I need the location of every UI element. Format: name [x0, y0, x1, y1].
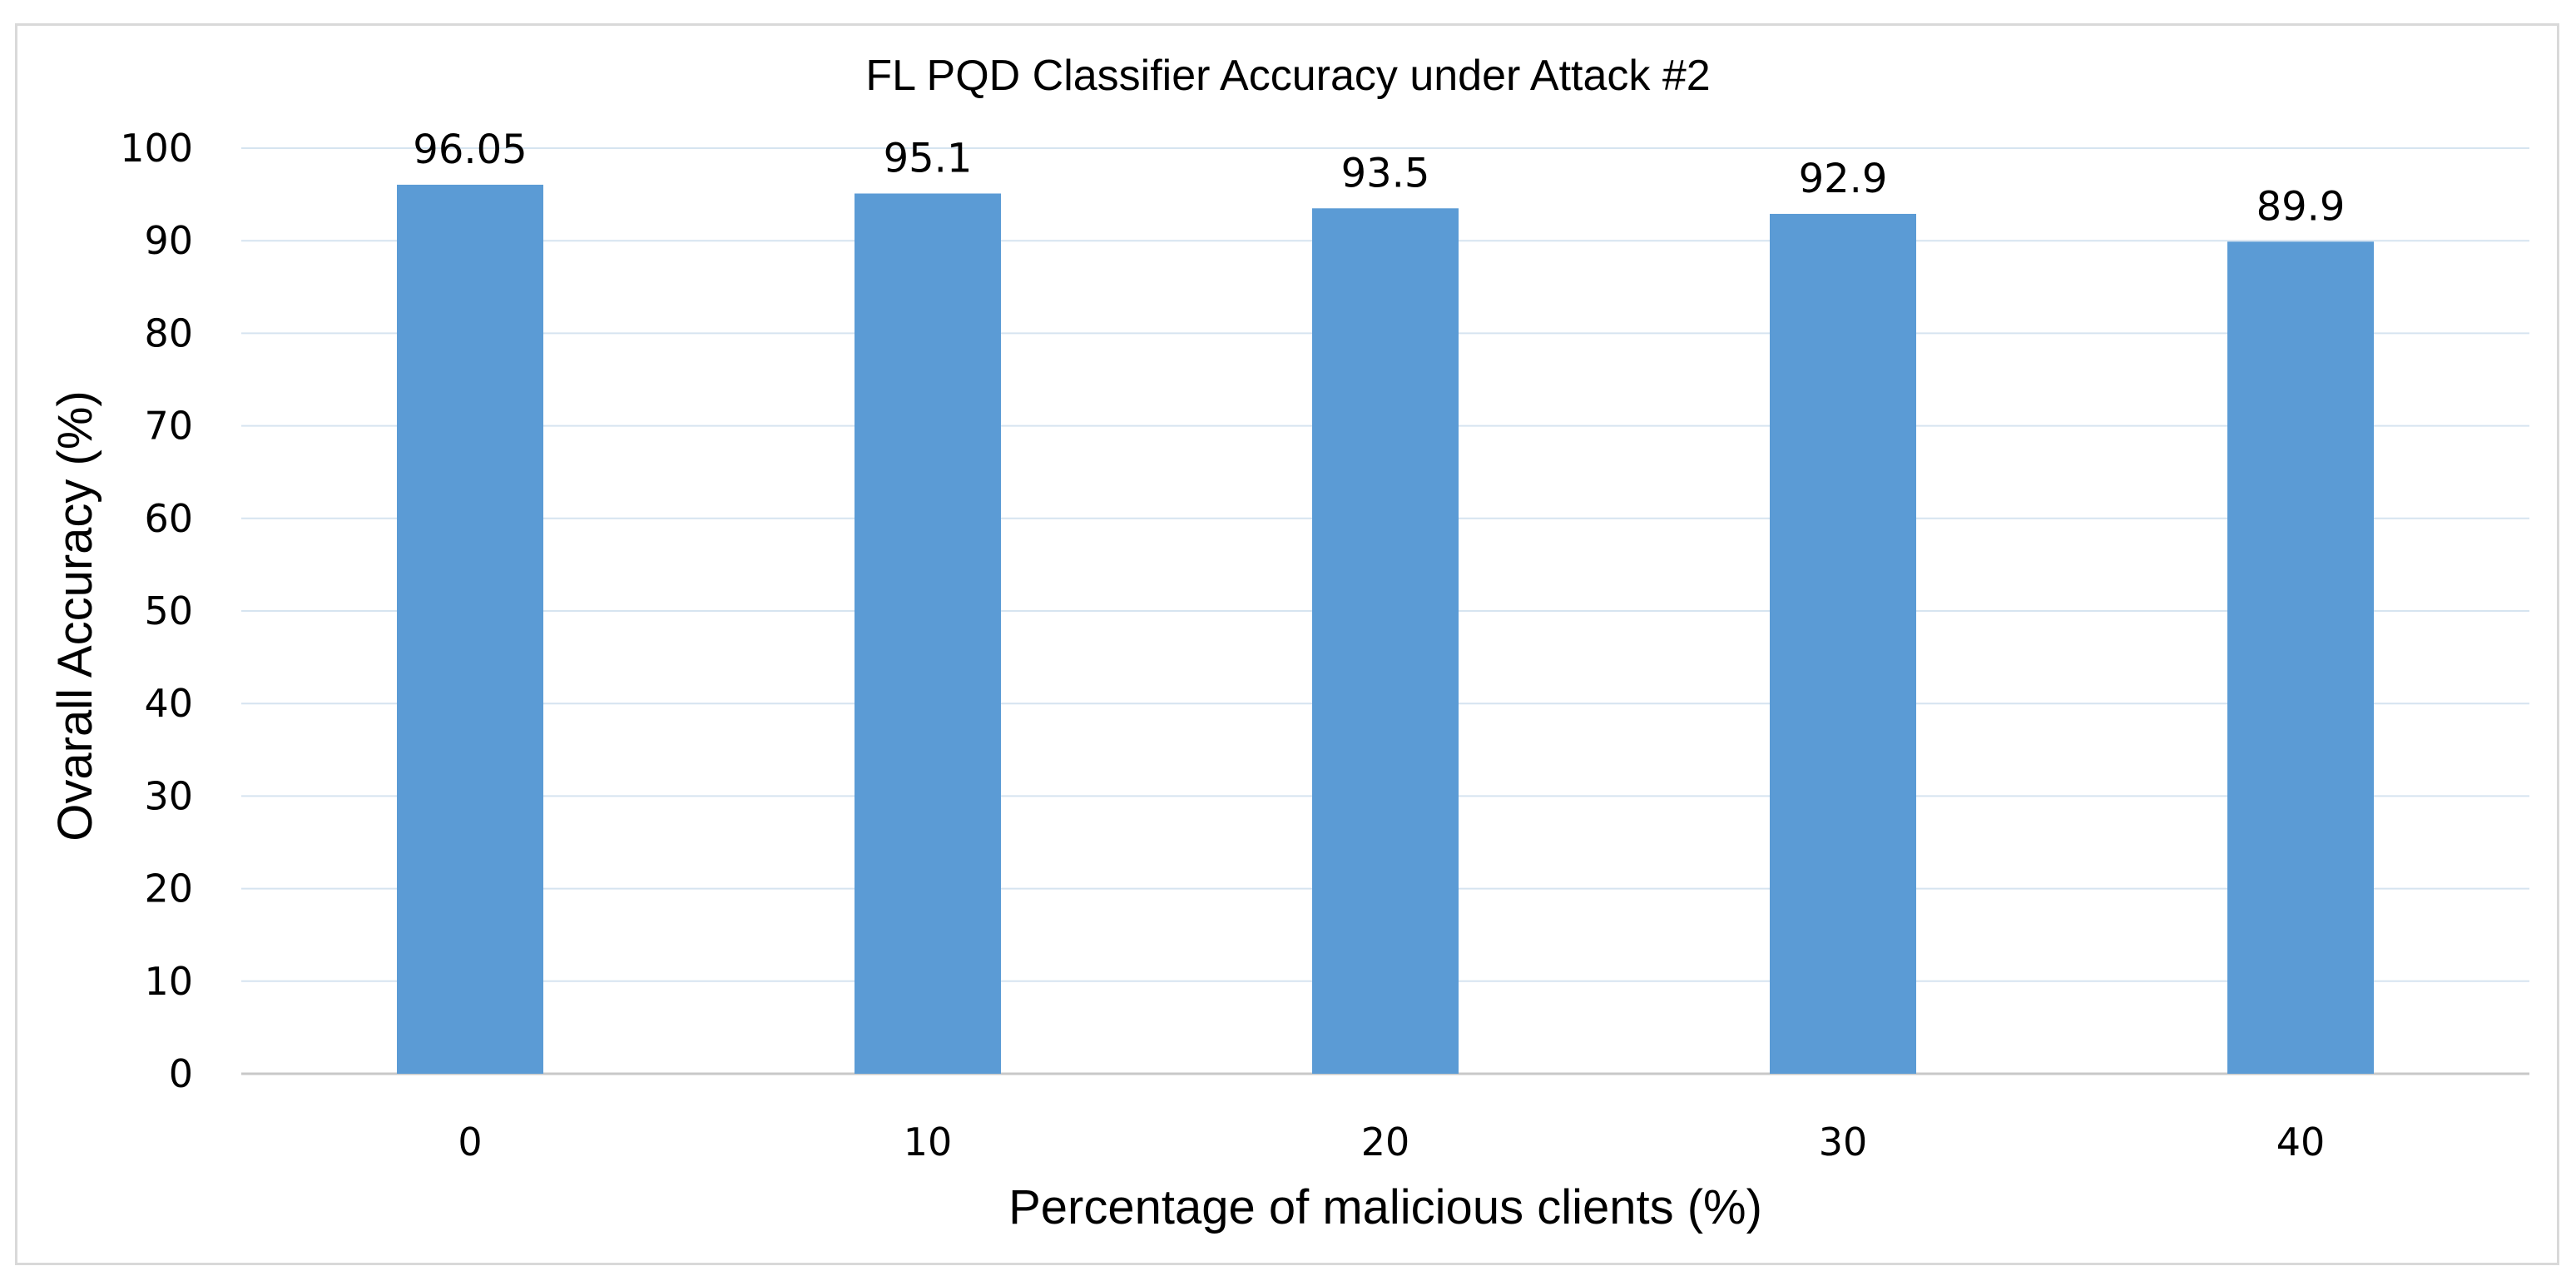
x-tick-label: 20 — [1361, 1120, 1410, 1164]
bar — [855, 193, 1001, 1074]
y-axis-ticks: 0 10 20 30 40 50 60 70 80 90 100 — [120, 126, 193, 1096]
x-axis-ticks: 0 10 20 30 40 — [458, 1120, 2325, 1164]
y-tick-label: 90 — [144, 218, 193, 263]
bar — [397, 184, 543, 1075]
x-tick-label: 40 — [2276, 1120, 2326, 1164]
bar — [1770, 213, 1916, 1074]
x-tick-label: 0 — [458, 1120, 482, 1164]
bar — [2227, 241, 2374, 1074]
y-tick-label: 80 — [144, 310, 193, 355]
data-label: 96.05 — [413, 127, 527, 173]
bar — [1312, 208, 1459, 1074]
y-axis-title: Ovarall Accuracy (%) — [48, 390, 102, 841]
y-tick-label: 30 — [144, 773, 193, 818]
bars — [397, 184, 2374, 1075]
x-tick-label: 30 — [1819, 1120, 1868, 1164]
y-tick-label: 20 — [144, 866, 193, 911]
y-tick-label: 10 — [144, 959, 193, 1004]
y-tick-label: 100 — [120, 126, 193, 171]
data-labels: 96.05 95.1 93.5 92.9 89.9 — [413, 127, 2345, 230]
data-label: 95.1 — [884, 135, 973, 181]
y-tick-label: 40 — [144, 681, 193, 726]
data-label: 92.9 — [1799, 156, 1888, 202]
y-tick-label: 50 — [144, 588, 193, 633]
data-label: 93.5 — [1341, 150, 1430, 196]
y-tick-label: 70 — [144, 404, 193, 449]
x-tick-label: 10 — [904, 1120, 953, 1164]
data-label: 89.9 — [2256, 183, 2346, 230]
y-tick-label: 0 — [169, 1051, 193, 1096]
chart-title: FL PQD Classifier Accuracy under Attack … — [865, 52, 1710, 100]
x-axis-title: Percentage of malicious clients (%) — [1008, 1180, 1762, 1234]
y-tick-label: 60 — [144, 496, 193, 541]
